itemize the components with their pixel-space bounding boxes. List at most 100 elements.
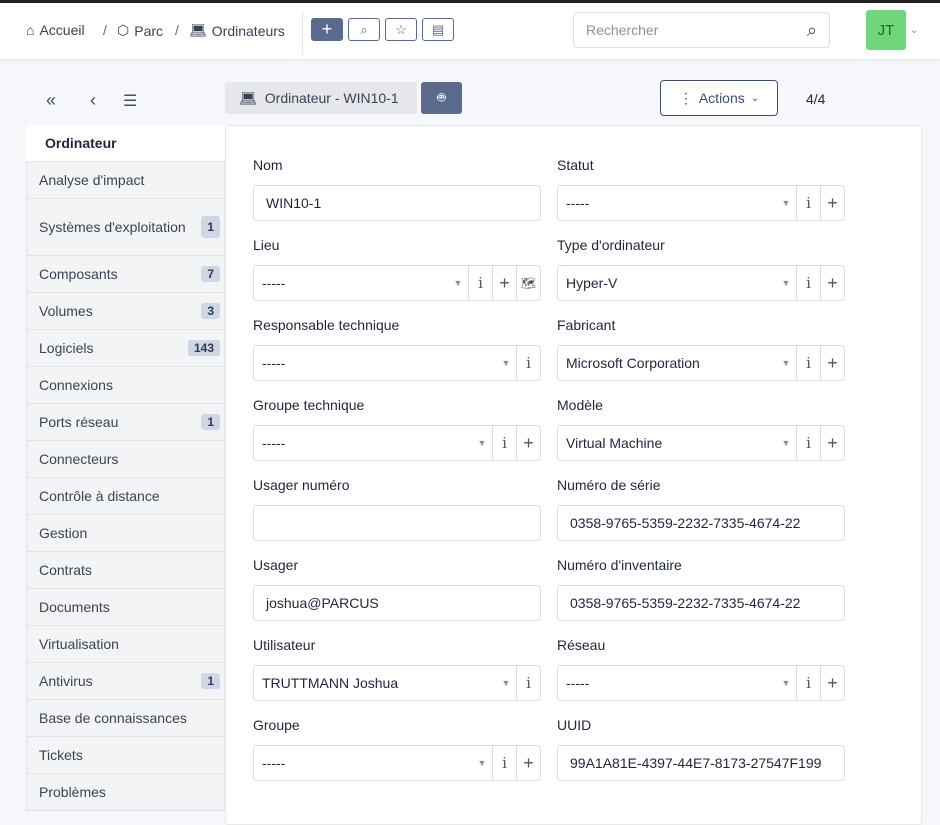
tab-analyse-d-impact[interactable]: Analyse d'impact [26, 162, 225, 199]
tab-ordinateur[interactable]: Ordinateur [26, 125, 225, 162]
field-value: ----- [566, 195, 590, 211]
window-border [0, 0, 940, 3]
text-input[interactable]: 99A1A81E-4397-44E7-8173-27547F199 [557, 745, 845, 781]
dropdown[interactable]: ----- ▼ i + [557, 185, 845, 221]
info-icon[interactable]: i [468, 266, 492, 300]
item-title: 💻︎ Ordinateur - WIN10-1 [225, 82, 417, 114]
text-input[interactable] [253, 505, 541, 541]
add-icon[interactable]: + [516, 426, 540, 460]
breadcrumb-separator: / [175, 22, 179, 38]
tab-contr-le-distance[interactable]: Contrôle à distance [26, 478, 225, 515]
dropdown[interactable]: Hyper-V ▼ i + [557, 265, 845, 301]
form-card [225, 125, 922, 825]
dots-vertical-icon: ⋮ [678, 89, 693, 106]
info-icon[interactable]: i [796, 186, 820, 220]
tab-gestion[interactable]: Gestion [26, 515, 225, 552]
dropdown-arrow-icon: ▼ [477, 438, 487, 448]
previous-item-icon[interactable]: ‹ [90, 90, 96, 110]
dropdown[interactable]: Microsoft Corporation ▼ i + [557, 345, 845, 381]
tab-syst-mes-d-exploitation[interactable]: Systèmes d'exploitation 1 [26, 199, 225, 256]
field-statut: Statut ----- ▼ i + [557, 157, 845, 221]
text-input[interactable]: joshua@PARCUS [253, 585, 541, 621]
dropdown[interactable]: Virtual Machine ▼ i + [557, 425, 845, 461]
add-icon[interactable]: + [820, 266, 844, 300]
tab-badge: 143 [187, 340, 220, 356]
info-icon[interactable]: i [796, 666, 820, 700]
field-mod-le: Modèle Virtual Machine ▼ i + [557, 397, 845, 461]
laptop-icon: 💻︎ [189, 22, 207, 38]
avatar[interactable]: JT [866, 10, 906, 50]
field-lieu: Lieu ----- ▼ i + 🗺︎ [253, 237, 541, 301]
tab-probl-mes[interactable]: Problèmes [26, 774, 225, 811]
field-value: ----- [262, 275, 286, 291]
dropdown[interactable]: ----- ▼ i + [253, 745, 541, 781]
tab-badge: 1 [201, 414, 220, 430]
info-icon[interactable]: i [492, 746, 516, 780]
field-r-seau: Réseau ----- ▼ i + [557, 637, 845, 701]
tab-ports-r-seau[interactable]: Ports réseau 1 [26, 404, 225, 441]
text-input[interactable]: 0358-9765-5359-2232-7335-4674-22 [557, 585, 845, 621]
dropdown[interactable]: ----- ▼ i [253, 345, 541, 381]
inventory-agent-button[interactable]: 🤖︎ [421, 82, 462, 114]
dropdown[interactable]: ----- ▼ i + [253, 425, 541, 461]
tab-connexions[interactable]: Connexions [26, 367, 225, 404]
item-counter: 4/4 [806, 91, 826, 107]
info-icon[interactable]: i [516, 666, 540, 700]
tab-label: Gestion [39, 525, 88, 541]
add-icon[interactable]: + [516, 746, 540, 780]
field-label: Réseau [557, 637, 606, 653]
tab-logiciels[interactable]: Logiciels 143 [26, 330, 225, 367]
field-groupe-technique: Groupe technique ----- ▼ i + [253, 397, 541, 461]
info-icon[interactable]: i [796, 426, 820, 460]
bookmark-button[interactable]: ☆ [385, 18, 417, 41]
tab-connecteurs[interactable]: Connecteurs [26, 441, 225, 478]
chevron-down-icon[interactable]: ⌄ [910, 25, 919, 36]
field-value: ----- [262, 755, 286, 771]
tab-volumes[interactable]: Volumes 3 [26, 293, 225, 330]
plus-icon: + [321, 19, 333, 39]
add-icon[interactable]: + [820, 666, 844, 700]
breadcrumb-parc[interactable]: ⬡ Parc [117, 22, 164, 39]
tab-composants[interactable]: Composants 7 [26, 256, 225, 293]
info-icon[interactable]: i [492, 426, 516, 460]
dropdown[interactable]: ----- ▼ i + 🗺︎ [253, 265, 541, 301]
actions-button[interactable]: ⋮ Actions ⌄ [660, 80, 778, 116]
box-icon: ⬡ [117, 22, 130, 38]
field-value: Microsoft Corporation [566, 355, 700, 371]
tab-documents[interactable]: Documents [26, 589, 225, 626]
search-list-button[interactable]: ⌕ [348, 18, 380, 41]
info-icon[interactable]: i [796, 266, 820, 300]
dropdown-arrow-icon: ▼ [781, 198, 791, 208]
breadcrumb-accueil[interactable]: ⌂ Accueil [26, 22, 85, 38]
tab-label: Base de connaissances [39, 710, 187, 726]
tab-label: Analyse d'impact [39, 172, 145, 188]
info-icon[interactable]: i [516, 346, 540, 380]
add-icon[interactable]: + [820, 346, 844, 380]
field-label: Modèle [557, 397, 603, 413]
add-button[interactable]: + [311, 18, 343, 41]
tab-antivirus[interactable]: Antivirus 1 [26, 663, 225, 700]
dropdown-arrow-icon: ▼ [477, 758, 487, 768]
dropdown[interactable]: TRUTTMANN Joshua ▼ i [253, 665, 541, 701]
search-input[interactable]: Rechercher ⌕ [573, 12, 830, 48]
first-item-icon[interactable]: « [46, 90, 57, 110]
map-icon[interactable]: 🗺︎ [516, 266, 540, 300]
add-icon[interactable]: + [492, 266, 516, 300]
tab-virtualisation[interactable]: Virtualisation [26, 626, 225, 663]
tab-label: Volumes [39, 303, 93, 319]
breadcrumb-ordinateurs[interactable]: 💻︎ Ordinateurs [189, 22, 285, 39]
tab-tickets[interactable]: Tickets [26, 737, 225, 774]
tab-base-de-connaissances[interactable]: Base de connaissances [26, 700, 225, 737]
info-icon[interactable]: i [796, 346, 820, 380]
templates-button[interactable]: ▤ [422, 18, 454, 41]
field-groupe: Groupe ----- ▼ i + [253, 717, 541, 781]
dropdown-arrow-icon: ▼ [501, 358, 511, 368]
add-icon[interactable]: + [820, 186, 844, 220]
tab-contrats[interactable]: Contrats [26, 552, 225, 589]
text-input[interactable]: 0358-9765-5359-2232-7335-4674-22 [557, 505, 845, 541]
list-icon[interactable]: ☰ [123, 93, 138, 110]
text-input[interactable]: WIN10-1 [253, 185, 541, 221]
dropdown-arrow-icon: ▼ [781, 678, 791, 688]
dropdown[interactable]: ----- ▼ i + [557, 665, 845, 701]
add-icon[interactable]: + [820, 426, 844, 460]
